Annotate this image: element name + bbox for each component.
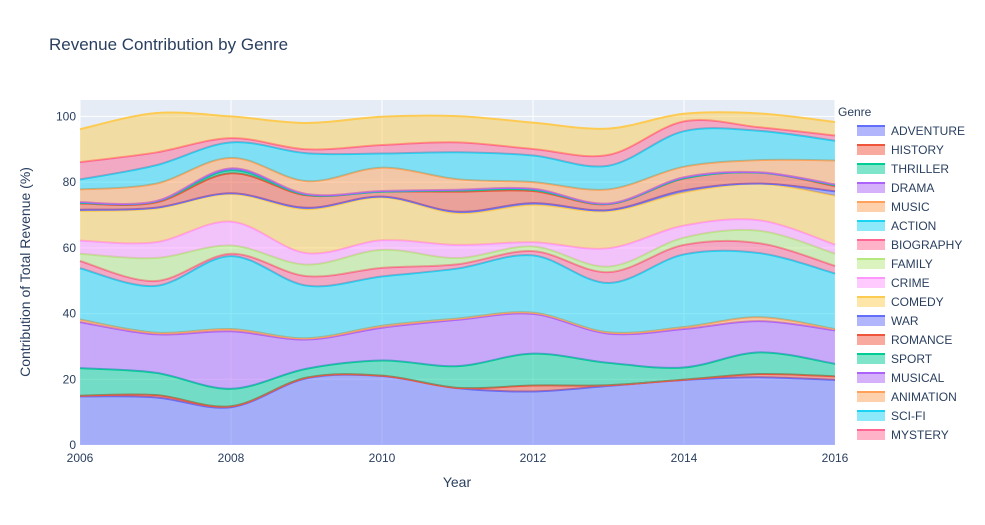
legend-item-adventure[interactable]: ADVENTURE [857,124,965,138]
legend-swatch [857,126,885,136]
legend-label: MUSICAL [891,371,945,385]
area-crime [80,219,835,267]
legend-item-mystery[interactable]: MYSTERY [857,428,949,442]
legend-item-crime[interactable]: CRIME [857,276,930,290]
legend-swatch [857,392,885,402]
area-music [80,312,835,340]
legend-item-history[interactable]: HISTORY [857,143,944,157]
legend-item-family[interactable]: FAMILY [857,257,933,271]
y-axis-ticks: 0 20 40 60 80 100 [56,109,76,452]
legend-label: MUSIC [891,200,930,214]
legend-label: HISTORY [891,143,944,157]
legend-swatch [857,430,885,440]
y-tick-label: 40 [63,307,77,321]
legend-swatch [857,297,885,307]
legend-item-comedy[interactable]: COMEDY [857,295,944,309]
legend-label: THRILLER [891,162,949,176]
legend-item-sci-fi[interactable]: SCI-FI [857,409,926,423]
area-sci-fi [80,128,835,190]
area-family [80,229,835,282]
legend-label: DRAMA [891,181,934,195]
legend-label: MYSTERY [891,428,949,442]
legend-swatch [857,373,885,383]
legend-item-action[interactable]: ACTION [857,219,936,233]
legend-label: COMEDY [891,295,944,309]
legend-swatch [857,278,885,288]
legend-item-biography[interactable]: BIOGRAPHY [857,238,962,252]
legend-label: ANIMATION [891,390,957,404]
area-drama [80,313,835,389]
legend-title: Genre [838,105,872,119]
legend-swatch [857,202,885,212]
legend-item-musical[interactable]: MUSICAL [857,371,945,385]
legend-label: WAR [891,314,919,328]
legend-label: FAMILY [891,257,933,271]
legend-label: SCI-FI [891,409,926,423]
area-comedy [80,183,835,254]
y-tick-label: 100 [56,109,76,123]
legend-item-romance[interactable]: ROMANCE [857,333,952,347]
area-adventure [80,374,835,445]
x-tick-label: 2006 [67,451,94,465]
legend-item-thriller[interactable]: THRILLER [857,162,949,176]
chart-title: Revenue Contribution by Genre [49,35,288,54]
area-mystery [80,119,835,180]
x-tick-label: 2016 [822,451,849,465]
legend-swatch [857,221,885,231]
area-thriller [80,352,835,407]
legend-swatch [857,183,885,193]
legend-item-animation[interactable]: ANIMATION [857,390,957,404]
legend-swatch [857,164,885,174]
legend-label: ROMANCE [891,333,952,347]
line-extra-band [79,111,836,131]
y-tick-label: 80 [63,175,77,189]
legend-swatch [857,259,885,269]
line-musical [79,167,836,205]
x-tick-label: 2010 [369,451,396,465]
legend-label: ACTION [891,219,936,233]
legend-swatch [857,411,885,421]
y-axis-label: Contribution of Total Revenue (%) [17,167,33,377]
legend-swatch [857,145,885,155]
y-tick-label: 0 [69,438,76,452]
legend-label: SPORT [891,352,933,366]
plot-area [79,100,836,446]
legend-swatch [857,240,885,250]
y-tick-label: 20 [63,372,77,386]
legend-item-sport[interactable]: SPORT [857,352,933,366]
x-tick-label: 2008 [218,451,245,465]
legend-label: BIOGRAPHY [891,238,962,252]
legend: Genre ADVENTURE HISTORY THRILLER DRAMA MUSIC… [838,105,965,442]
legend-item-drama[interactable]: DRAMA [857,181,934,195]
y-tick-label: 60 [63,241,77,255]
legend-item-war[interactable]: WAR [857,314,919,328]
legend-item-music[interactable]: MUSIC [857,200,930,214]
area-extra-band [80,112,835,163]
area-series-group [79,111,836,445]
legend-swatch [857,316,885,326]
x-tick-label: 2012 [520,451,547,465]
legend-swatch [857,335,885,345]
legend-label: ADVENTURE [891,124,965,138]
legend-items: ADVENTURE HISTORY THRILLER DRAMA MUSIC ACTION… [857,124,965,442]
x-tick-label: 2014 [671,451,698,465]
legend-label: CRIME [891,276,930,290]
x-axis-label: Year [443,474,472,490]
area-action [80,250,835,339]
legend-swatch [857,354,885,364]
x-axis-ticks: 2006 2008 2010 2012 2014 2016 [67,451,849,465]
